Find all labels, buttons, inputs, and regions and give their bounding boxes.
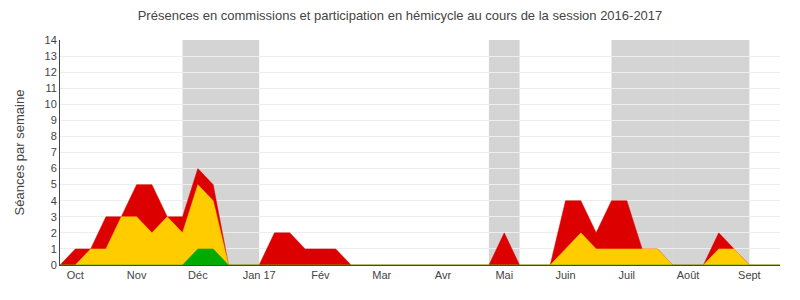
- svg-text:Mai: Mai: [495, 269, 513, 281]
- svg-text:4: 4: [51, 195, 57, 207]
- svg-text:9: 9: [51, 114, 57, 126]
- svg-text:13: 13: [45, 50, 57, 62]
- svg-text:10: 10: [45, 98, 57, 110]
- svg-text:1: 1: [51, 243, 57, 255]
- svg-text:7: 7: [51, 146, 57, 158]
- svg-text:12: 12: [45, 66, 57, 78]
- svg-text:Juin: Juin: [555, 269, 575, 281]
- svg-text:Juil: Juil: [619, 269, 636, 281]
- svg-text:Séances par semaine: Séances par semaine: [12, 90, 27, 216]
- svg-text:Fév: Fév: [311, 269, 330, 281]
- svg-text:2: 2: [51, 227, 57, 239]
- svg-text:3: 3: [51, 211, 57, 223]
- svg-text:5: 5: [51, 178, 57, 190]
- svg-text:Mar: Mar: [372, 269, 391, 281]
- svg-text:Déc: Déc: [188, 269, 208, 281]
- svg-text:Oct: Oct: [67, 269, 84, 281]
- svg-text:Nov: Nov: [127, 269, 147, 281]
- svg-text:8: 8: [51, 130, 57, 142]
- svg-text:Présences en commissions et pa: Présences en commissions et participatio…: [138, 8, 663, 23]
- svg-text:Août: Août: [677, 269, 700, 281]
- svg-text:Avr: Avr: [435, 269, 452, 281]
- svg-text:6: 6: [51, 162, 57, 174]
- svg-text:0: 0: [51, 259, 57, 271]
- svg-text:Sept: Sept: [738, 269, 761, 281]
- svg-text:Jan 17: Jan 17: [243, 269, 276, 281]
- svg-text:14: 14: [45, 34, 57, 46]
- svg-text:11: 11: [45, 82, 56, 94]
